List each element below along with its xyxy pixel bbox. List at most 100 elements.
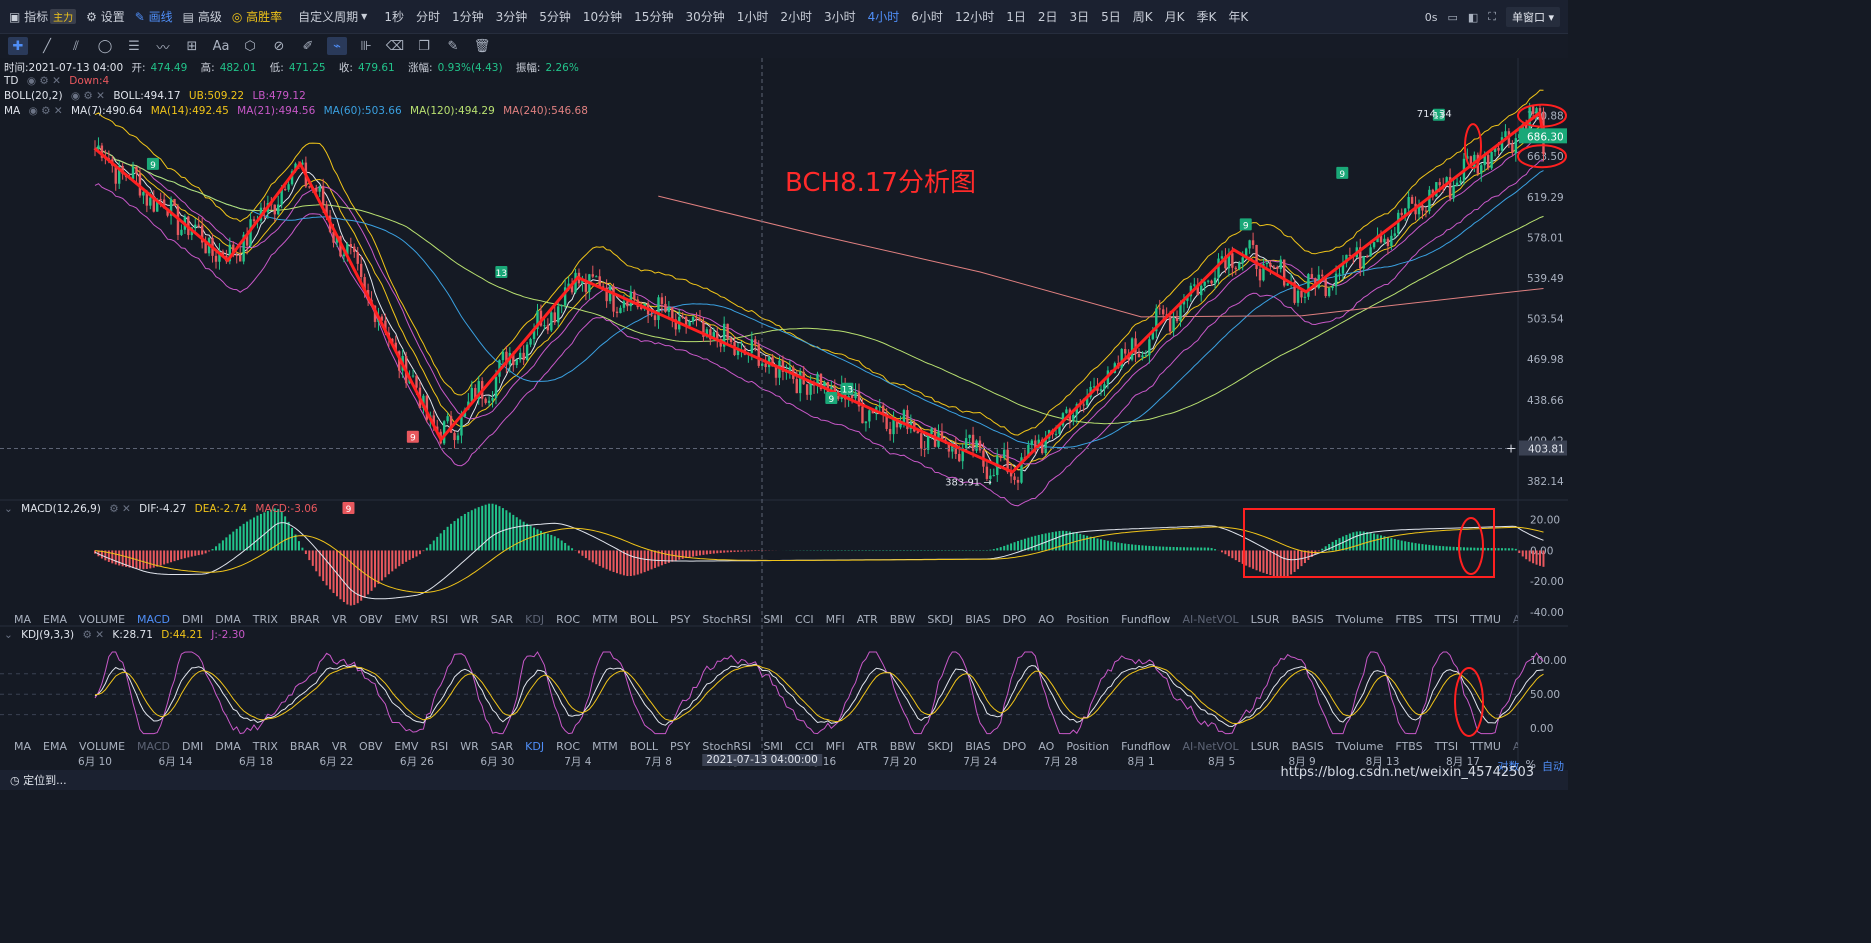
tab-mtm[interactable]: MTM <box>592 739 618 753</box>
tab-basis[interactable]: BASIS <box>1291 739 1324 753</box>
period-4[interactable]: 5分钟 <box>539 10 571 24</box>
tab-emv[interactable]: EMV <box>394 612 419 626</box>
period-3[interactable]: 3分钟 <box>495 10 528 24</box>
period-21[interactable]: 年K <box>1228 10 1249 24</box>
tab-ftbs[interactable]: FTBS <box>1395 612 1423 626</box>
highlight-icon[interactable]: ⌁ <box>327 37 347 55</box>
tab-dpo[interactable]: DPO <box>1002 612 1027 626</box>
tab-stochrsi[interactable]: StochRSI <box>702 739 752 753</box>
period-18[interactable]: 周K <box>1132 10 1153 24</box>
eye-icon[interactable]: ◉ ⚙ ✕ <box>26 75 61 87</box>
tab-fundflow[interactable]: Fundflow <box>1121 739 1171 753</box>
period-7[interactable]: 30分钟 <box>685 10 725 24</box>
tab-skdj[interactable]: SKDJ <box>927 612 954 626</box>
measure-icon[interactable]: ⊞ <box>186 38 198 54</box>
tab-fundflow[interactable]: Fundflow <box>1121 612 1171 626</box>
auto-scale-toggle[interactable]: 自动 <box>1542 760 1564 773</box>
tab-cci[interactable]: CCI <box>795 739 814 753</box>
tab-bbw[interactable]: BBW <box>889 612 916 626</box>
period-11[interactable]: 4小时 <box>867 10 900 24</box>
tab-psy[interactable]: PSY <box>670 739 691 753</box>
tab-boll[interactable]: BOLL <box>629 612 659 626</box>
period-15[interactable]: 2日 <box>1037 10 1058 24</box>
tab-ai-netvol[interactable]: AI-NetVOL <box>1182 739 1239 753</box>
locate-button[interactable]: ◷ 定位到... <box>10 774 67 787</box>
ruler-icon[interactable]: ✐ <box>302 38 314 54</box>
period-12[interactable]: 6小时 <box>911 10 943 24</box>
tab-macd[interactable]: MACD <box>137 739 171 753</box>
tab-dmi[interactable]: DMI <box>182 612 204 626</box>
settings-button[interactable]: ⚙ 设置 <box>86 9 125 25</box>
tab-mfi[interactable]: MFI <box>825 739 845 753</box>
period-13[interactable]: 12小时 <box>954 10 995 24</box>
advanced-button[interactable]: ▤ 高级 <box>182 9 222 25</box>
log-scale-toggle[interactable]: 对数 <box>1497 760 1520 773</box>
window-icon[interactable]: ◧ <box>1467 10 1479 24</box>
indicator-button[interactable]: ▣ 指标 主力 <box>4 8 81 25</box>
tab-emv[interactable]: EMV <box>394 739 419 753</box>
tab-ftbs[interactable]: FTBS <box>1395 739 1423 753</box>
tab-ttmu[interactable]: TTMU <box>1470 612 1501 626</box>
winrate-button[interactable]: ◎ 高胜率 <box>231 9 283 25</box>
tab-stochrsi[interactable]: StochRSI <box>702 612 752 626</box>
circle-icon[interactable]: ◯ <box>97 38 113 54</box>
tab-bias[interactable]: BIAS <box>965 612 991 626</box>
layout-icon[interactable]: ▭ <box>1447 10 1458 24</box>
copy-icon[interactable]: ❐ <box>418 38 430 54</box>
tab-brar[interactable]: BRAR <box>289 739 320 753</box>
tab-ema[interactable]: EMA <box>43 612 67 626</box>
tab-skdj[interactable]: SKDJ <box>927 739 954 753</box>
tab-dma[interactable]: DMA <box>215 739 241 753</box>
tab-sar[interactable]: SAR <box>490 612 514 626</box>
tab-tvolume[interactable]: TVolume <box>1335 612 1384 626</box>
price-chart[interactable]: 710.88663.50619.29578.01539.49503.54469.… <box>0 58 1568 770</box>
tab-atr[interactable]: ATR <box>856 612 878 626</box>
custom-period-dropdown[interactable]: 自定义周期 ▼ <box>298 10 368 24</box>
tab-roc[interactable]: ROC <box>556 739 581 753</box>
period-9[interactable]: 2小时 <box>780 10 813 24</box>
draw-button[interactable]: ✎ 画线 <box>134 9 173 25</box>
tab-ao[interactable]: AO <box>1038 739 1055 753</box>
tab-cci[interactable]: CCI <box>795 612 814 626</box>
brush-icon[interactable]: ⬡ <box>244 38 256 54</box>
tab-volume[interactable]: VOLUME <box>78 612 126 626</box>
crosshair-icon[interactable]: ✚ <box>8 37 28 55</box>
tab-position[interactable]: Position <box>1066 739 1110 753</box>
wave-icon[interactable]: 〰 <box>156 40 170 56</box>
period-2[interactable]: 1分钟 <box>451 10 484 24</box>
tab-kdj[interactable]: KDJ <box>525 612 545 626</box>
tab-lsur[interactable]: LSUR <box>1250 739 1280 753</box>
delete-marks-icon[interactable]: ⌫ <box>385 38 405 54</box>
tab-ai-bsi[interactable]: AI-BSI <box>1512 739 1518 753</box>
period-17[interactable]: 5日 <box>1101 10 1121 24</box>
tab-smi[interactable]: SMI <box>763 612 784 626</box>
tab-trix[interactable]: TRIX <box>252 612 278 626</box>
period-16[interactable]: 3日 <box>1069 10 1090 24</box>
text-icon[interactable]: Aa <box>212 38 230 54</box>
tab-ma[interactable]: MA <box>14 739 32 753</box>
period-14[interactable]: 1日 <box>1006 10 1026 24</box>
tab-atr[interactable]: ATR <box>856 739 878 753</box>
tab-ttsi[interactable]: TTSI <box>1434 739 1459 753</box>
collapse-icon[interactable]: ⌄ <box>4 503 13 515</box>
tab-ma[interactable]: MA <box>14 612 32 626</box>
tab-bias[interactable]: BIAS <box>965 739 991 753</box>
tab-tvolume[interactable]: TVolume <box>1335 739 1384 753</box>
collapse-icon[interactable]: ⌄ <box>4 629 13 641</box>
tab-ema[interactable]: EMA <box>43 739 67 753</box>
tab-dmi[interactable]: DMI <box>182 739 204 753</box>
tab-vr[interactable]: VR <box>331 612 347 626</box>
period-1[interactable]: 分时 <box>415 10 440 24</box>
tab-boll[interactable]: BOLL <box>629 739 659 753</box>
tab-obv[interactable]: OBV <box>359 739 383 753</box>
fullscreen-icon[interactable]: ⛶ <box>1488 10 1496 23</box>
line-icon[interactable]: ╱ <box>43 38 51 54</box>
edit-icon[interactable]: ✎ <box>447 38 459 54</box>
tab-ai-netvol[interactable]: AI-NetVOL <box>1182 612 1239 626</box>
tab-volume[interactable]: VOLUME <box>78 739 126 753</box>
tab-rsi[interactable]: RSI <box>430 612 449 626</box>
period-19[interactable]: 月K <box>1164 10 1185 24</box>
tab-wr[interactable]: WR <box>460 739 479 753</box>
grid-icon[interactable]: ⊪ <box>360 38 372 54</box>
period-20[interactable]: 季K <box>1196 10 1217 24</box>
